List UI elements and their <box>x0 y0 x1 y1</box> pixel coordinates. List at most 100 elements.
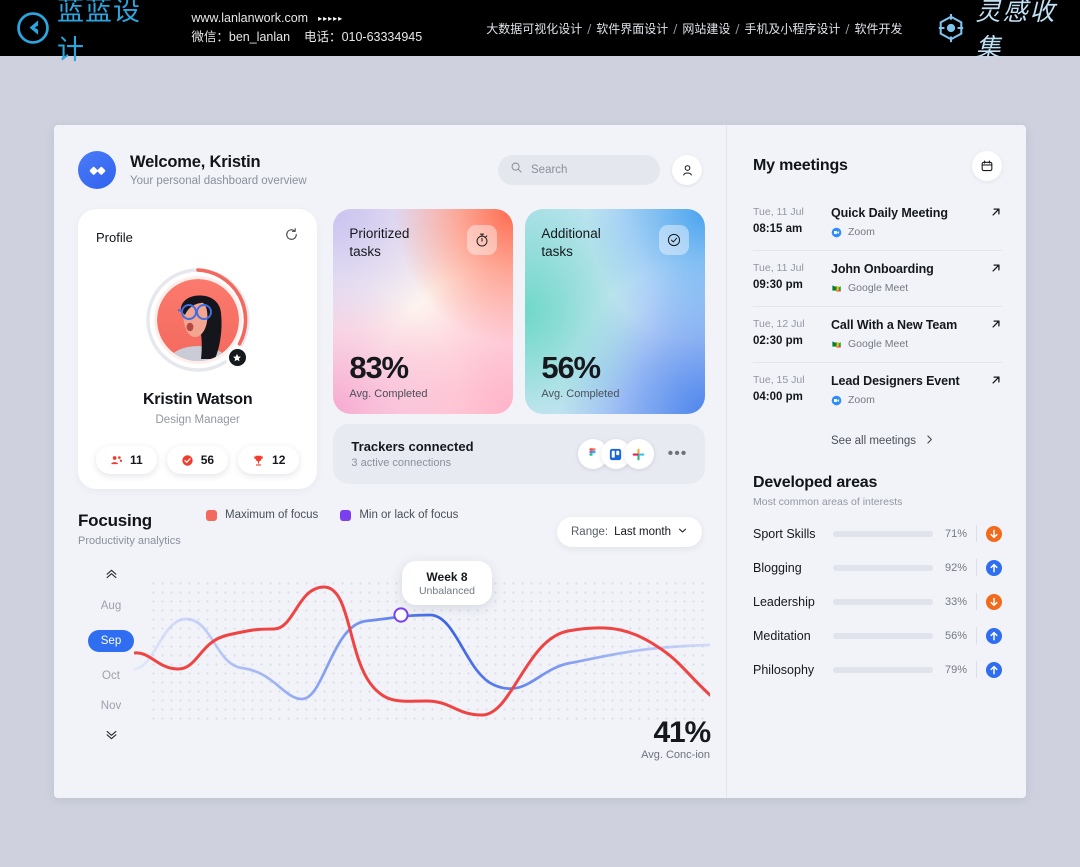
service-separator: / <box>673 21 678 36</box>
google-meet-icon <box>831 283 842 294</box>
refresh-icon[interactable] <box>284 227 299 247</box>
slack-icon[interactable] <box>623 439 654 469</box>
service-separator: / <box>845 21 850 36</box>
arrow-up-circle-icon[interactable] <box>986 661 1002 678</box>
chevron-up-double-icon[interactable] <box>105 569 118 582</box>
month-oct[interactable]: Oct <box>102 670 120 682</box>
arrow-down-circle-icon[interactable] <box>986 593 1002 610</box>
profile-stats: 11 56 12 <box>96 446 300 474</box>
search-icon <box>510 161 523 179</box>
meeting-platform: Google Meet <box>831 282 990 294</box>
profile-stat-chip[interactable]: 11 <box>96 446 157 474</box>
month-sep[interactable]: Sep <box>87 630 135 652</box>
meeting-name: Call With a New Team <box>831 318 958 332</box>
developed-areas-list: Sport Skills 71% Blogging 92% Leadership 33% M… <box>753 525 1002 678</box>
arrow-up-right-icon[interactable] <box>990 374 1002 389</box>
meeting-date: Tue, 15 Jul <box>753 374 805 386</box>
meeting-item[interactable]: Tue, 12 Jul 02:30 pm Call With a New Team G… <box>753 307 1002 363</box>
meeting-item[interactable]: Tue, 15 Jul 04:00 pm Lead Designers Event Z… <box>753 363 1002 418</box>
meeting-date: Tue, 11 Jul <box>753 262 804 274</box>
legend-label: Maximum of focus <box>225 509 319 521</box>
zoom-icon <box>831 227 842 238</box>
arrow-up-circle-icon[interactable] <box>986 559 1002 576</box>
additional-tasks-card[interactable]: Additional tasks <box>525 209 705 414</box>
area-name: Meditation <box>753 628 811 643</box>
service-separator: / <box>587 21 592 36</box>
meeting-item[interactable]: Tue, 11 Jul 08:15 am Quick Daily Meeting Zo… <box>753 195 1002 251</box>
search-input[interactable]: Search <box>498 155 660 185</box>
developed-area-row[interactable]: Sport Skills 71% <box>753 525 1002 542</box>
arrow-up-right-icon[interactable] <box>990 262 1002 277</box>
lanlan-brand: 蓝蓝设计 <box>16 0 165 67</box>
watermark-wechat-phone-row: 微信： ben_lanlan 电话： 010-63334945 <box>191 28 422 47</box>
service-item: 手机及小程序设计 <box>744 21 841 36</box>
service-item: 网站建设 <box>682 21 731 36</box>
meetings-list: Tue, 11 Jul 08:15 am Quick Daily Meeting Zo… <box>753 195 1002 418</box>
see-all-meetings-link[interactable]: See all meetings <box>831 434 1002 448</box>
month-aug[interactable]: Aug <box>100 600 122 612</box>
watermark-services: 大数据可视化设计 / 软件界面设计 / 网站建设 / 手机及小程序设计 / 软件开发 <box>486 20 902 37</box>
developed-area-row[interactable]: Meditation 56% <box>753 627 1002 644</box>
area-name: Philosophy <box>753 662 815 677</box>
profile-stat-chip[interactable]: 56 <box>166 446 229 474</box>
arrow-up-circle-icon[interactable] <box>986 627 1002 644</box>
area-name: Sport Skills <box>753 526 816 541</box>
watermark-website: www.lanlanwork.com <box>191 11 309 26</box>
profile-card: Profile <box>78 209 318 489</box>
arrow-up-right-icon[interactable] <box>990 318 1002 333</box>
arrow-down-circle-icon[interactable] <box>986 525 1002 542</box>
area-progress-track <box>833 564 933 571</box>
profile-card-header: Profile <box>96 227 299 247</box>
arrow-up-right-icon[interactable] <box>990 206 1002 221</box>
prioritized-title-line1: Prioritized <box>349 226 410 241</box>
inspiration-star-icon <box>936 13 966 43</box>
trackers-text: Trackers connected 3 active connections <box>351 439 473 469</box>
area-divider <box>976 627 977 644</box>
trackers-connected-card[interactable]: Trackers connected 3 active connections <box>333 424 706 484</box>
developed-area-row[interactable]: Philosophy 79% <box>753 661 1002 678</box>
check-circle-outline-icon <box>659 225 690 255</box>
month-nov[interactable]: Nov <box>100 700 122 712</box>
service-item: 软件开发 <box>854 21 903 36</box>
tooltip-title: Week 8 <box>426 569 468 584</box>
focusing-title: Focusing <box>78 511 152 530</box>
page-subtitle: Your personal dashboard overview <box>130 175 307 187</box>
meeting-platform: Google Meet <box>831 338 990 350</box>
area-progress-track <box>833 530 933 537</box>
phone-value: 010-63334945 <box>341 30 423 44</box>
meeting-item[interactable]: Tue, 11 Jul 09:30 pm John Onboarding Google… <box>753 251 1002 307</box>
area-percent: 33% <box>944 595 967 608</box>
calendar-icon[interactable] <box>972 151 1002 181</box>
area-progress-track <box>833 666 933 673</box>
developed-areas-section: Developed areas Most common areas of int… <box>753 474 1002 678</box>
ellipsis-icon[interactable]: ••• <box>667 445 688 462</box>
chevron-right-icon <box>924 434 935 448</box>
profile-avatar-ring <box>145 267 251 373</box>
developed-area-row[interactable]: Blogging 92% <box>753 559 1002 576</box>
google-meet-icon <box>831 339 842 350</box>
chevron-down-double-icon[interactable] <box>105 730 118 743</box>
meeting-when: Tue, 15 Jul 04:00 pm <box>753 374 831 403</box>
legend-swatch <box>340 509 352 521</box>
prioritized-tasks-card[interactable]: Prioritized tasks <box>333 209 513 414</box>
month-selector: Aug Sep Oct Nov <box>87 569 135 743</box>
watermark-arrows: ▸▸▸▸▸ <box>318 13 344 23</box>
profile-name: Kristin Watson <box>142 391 253 408</box>
developed-area-row[interactable]: Leadership 33% <box>753 593 1002 610</box>
trackers-subtitle: 3 active connections <box>351 457 452 469</box>
profile-stat-chip[interactable]: 12 <box>238 446 300 474</box>
focus-line-chart[interactable]: Week 8 Unbalanced 41% Avg. Conc-ion <box>134 561 711 763</box>
profile-card-title: Profile <box>96 229 133 245</box>
range-selector[interactable]: Range: Last month <box>557 517 702 547</box>
meeting-platform-label: Zoom <box>848 394 875 406</box>
user-account-icon[interactable] <box>672 155 702 185</box>
watermark-contact: www.lanlanwork.com ▸▸▸▸▸ 微信： ben_lanlan … <box>191 9 422 47</box>
zoom-icon <box>831 395 842 406</box>
tracker-icons <box>577 439 654 469</box>
inspiration-logo: 灵感收集 <box>936 0 1080 64</box>
chart-tooltip: Week 8 Unbalanced <box>402 561 492 605</box>
side-pane: My meetings Tue, 11 Jul 08:15 am Quick Dai… <box>726 125 1026 798</box>
additional-card-title: Additional tasks <box>541 225 600 261</box>
lanlan-brand-name: 蓝蓝设计 <box>57 0 141 66</box>
